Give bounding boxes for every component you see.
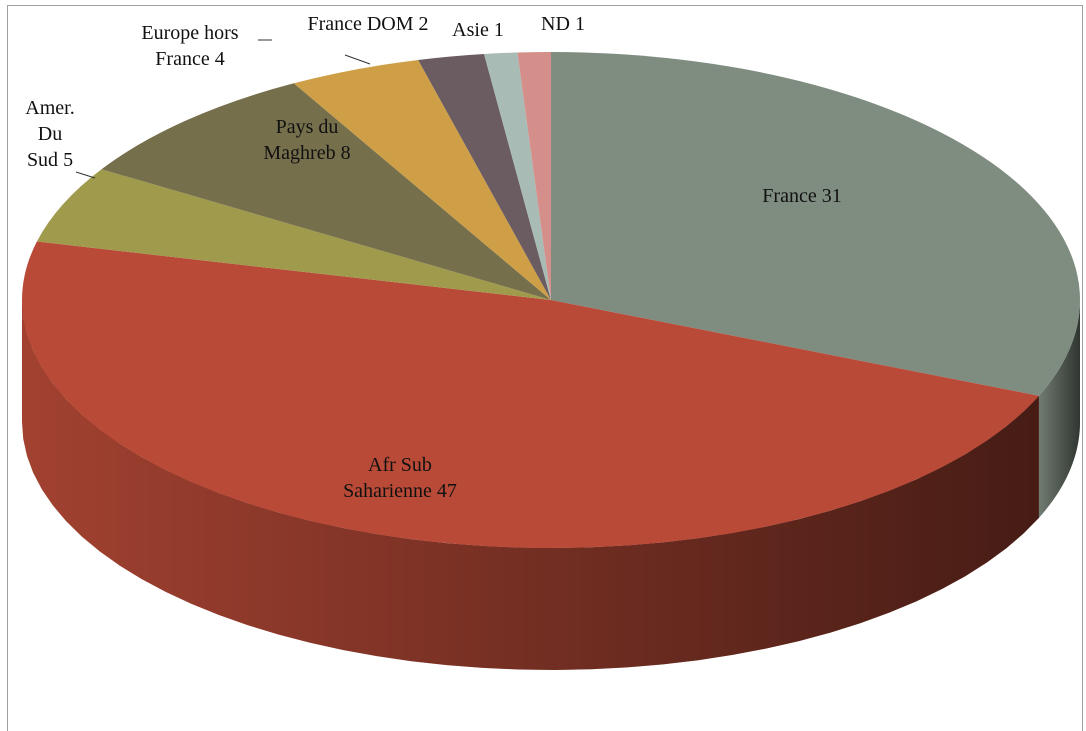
- slice: [551, 52, 1080, 396]
- slice: [418, 53, 551, 300]
- slice: [484, 52, 551, 301]
- leader-line: [344, 54, 371, 65]
- leader-line: [75, 171, 96, 179]
- label-value: 47: [436, 480, 457, 502]
- data-label: Afr Sub Saharienne 47: [330, 452, 470, 504]
- slice: [21, 241, 1039, 549]
- data-label: Europe hors France 4: [115, 20, 265, 72]
- label-value: 2: [418, 13, 429, 35]
- slice-side-shade: [1038, 300, 1080, 518]
- label-category: Pays du Maghreb: [263, 116, 339, 164]
- data-label: Amer. Du Sud 5: [22, 95, 78, 173]
- slice-side-shade: [22, 300, 1039, 670]
- label-value: 5: [63, 149, 74, 171]
- label-category: ND: [541, 13, 570, 35]
- data-label: Asie 1: [438, 17, 518, 43]
- data-label: Pays du Maghreb 8: [252, 114, 362, 166]
- label-category: France DOM: [307, 13, 414, 35]
- label-value: 8: [340, 142, 351, 164]
- label-category: Europe hors France: [141, 22, 239, 70]
- slice: [36, 169, 551, 300]
- data-label: France DOM 2: [288, 11, 448, 37]
- label-category: Asie: [452, 19, 489, 41]
- slice: [517, 52, 551, 300]
- data-label: ND 1: [523, 11, 603, 37]
- label-category: Afr Sub Saharienne: [343, 454, 432, 502]
- slice: [293, 59, 551, 300]
- label-category: France: [762, 185, 817, 207]
- label-value: 4: [214, 48, 225, 70]
- slice: [101, 83, 552, 300]
- label-value: 31: [821, 185, 842, 207]
- label-value: 1: [574, 13, 585, 35]
- data-label: France 31: [702, 183, 902, 209]
- label-category: Amer. Du Sud: [25, 97, 75, 171]
- chart-frame: [7, 5, 1083, 731]
- label-value: 1: [493, 19, 504, 41]
